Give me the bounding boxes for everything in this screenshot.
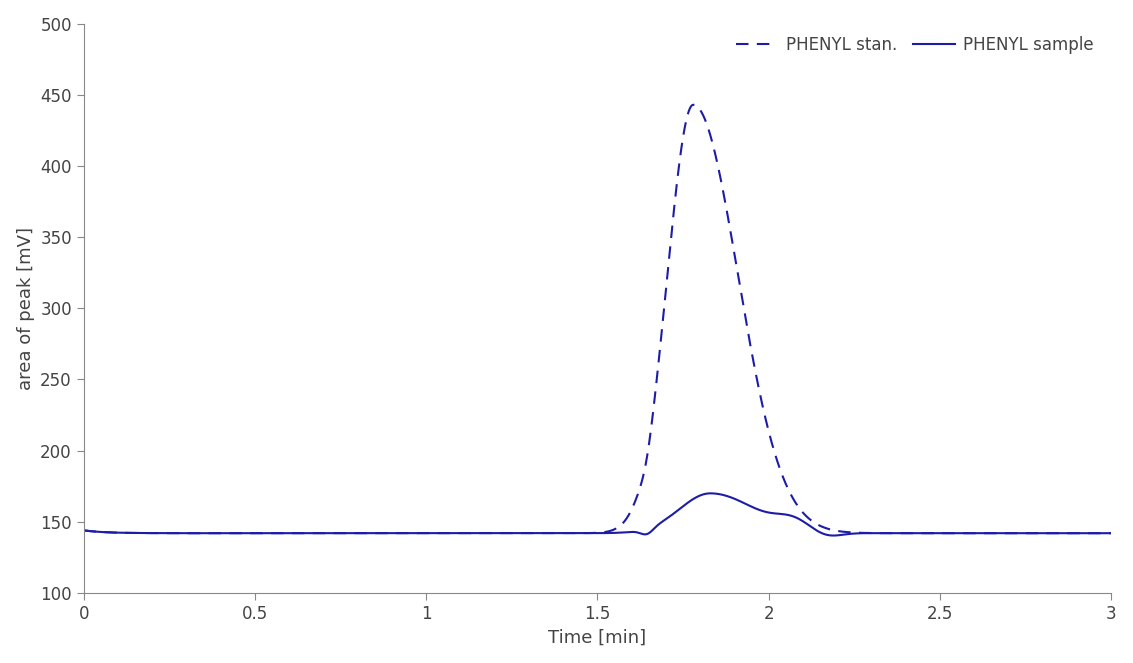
Line: PHENYL stan.: PHENYL stan. — [84, 105, 1111, 533]
PHENYL sample — [922, 529, 936, 537]
PHENYL sample — [746, 503, 759, 511]
PHENYL stan. — [1105, 529, 1118, 537]
Y-axis label: area of peak [mV]: area of peak [mV] — [17, 227, 35, 390]
PHENYL stan. — [264, 529, 278, 537]
PHENYL sample — [469, 529, 483, 537]
PHENYL stan. — [180, 529, 194, 537]
PHENYL sample — [827, 532, 841, 540]
PHENYL stan. — [469, 529, 483, 537]
PHENYL sample — [693, 492, 707, 500]
X-axis label: Time [min]: Time [min] — [548, 629, 647, 646]
PHENYL stan. — [746, 351, 759, 359]
PHENYL stan. — [77, 526, 91, 534]
PHENYL sample — [77, 526, 91, 534]
PHENYL stan. — [693, 106, 707, 114]
PHENYL stan. — [844, 528, 858, 536]
PHENYL sample — [1105, 529, 1118, 537]
PHENYL stan. — [687, 101, 700, 109]
Line: PHENYL sample: PHENYL sample — [84, 493, 1111, 536]
PHENYL sample — [264, 529, 278, 537]
PHENYL stan. — [922, 529, 936, 537]
PHENYL sample — [844, 530, 858, 538]
Legend: PHENYL stan., PHENYL sample: PHENYL stan., PHENYL sample — [729, 29, 1101, 61]
PHENYL sample — [704, 489, 717, 497]
